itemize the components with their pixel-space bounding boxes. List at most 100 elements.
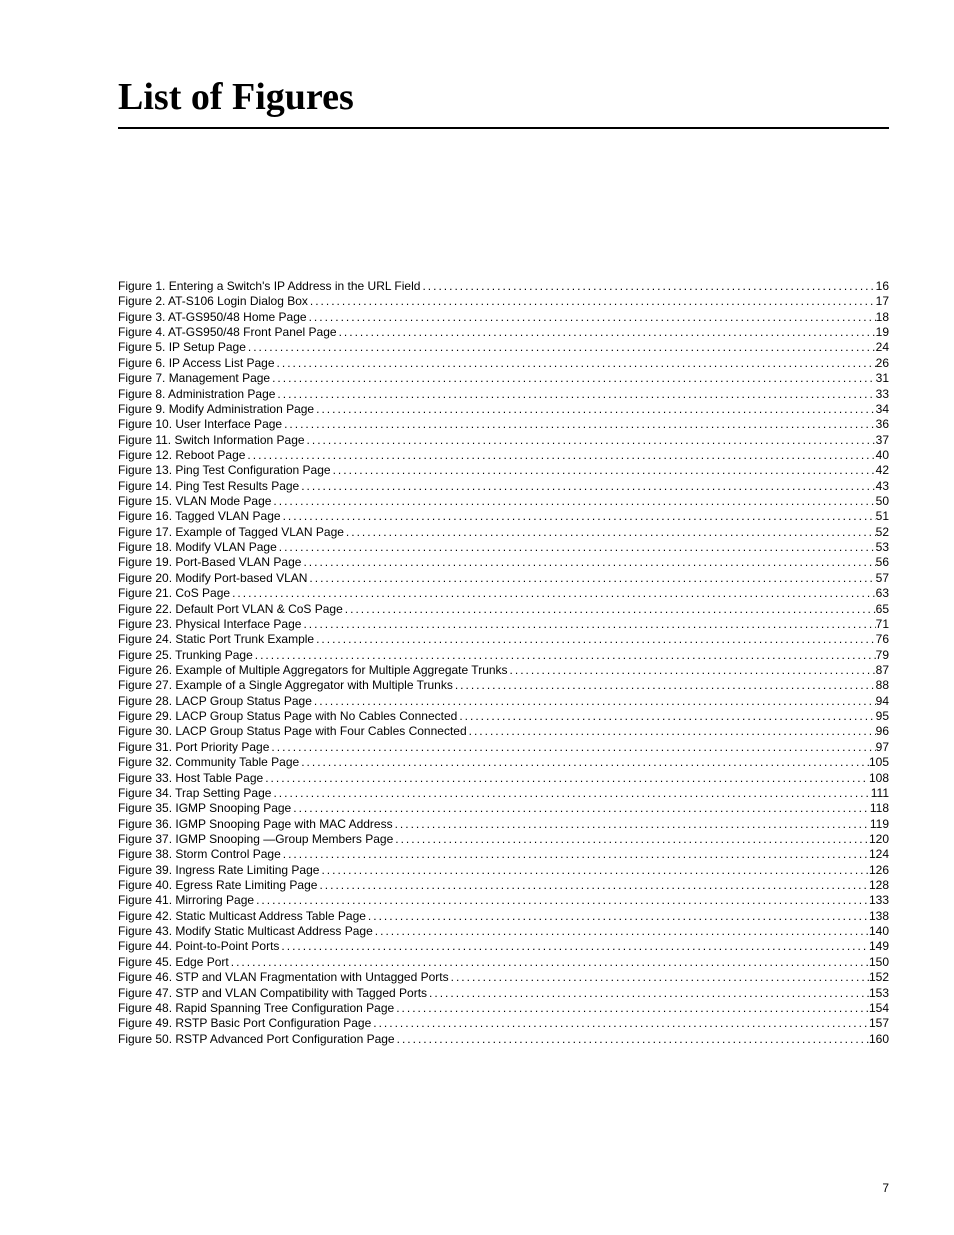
figure-page: 56: [876, 555, 889, 570]
figure-page: 124: [869, 847, 889, 862]
figure-label: Figure 46. STP and VLAN Fragmentation wi…: [118, 970, 449, 985]
figure-page: 157: [869, 1016, 889, 1031]
figure-row: Figure 39. Ingress Rate Limiting Page 12…: [118, 863, 889, 878]
figure-dots: [281, 847, 869, 862]
figure-row: Figure 5. IP Setup Page 24: [118, 340, 889, 355]
figure-label: Figure 11. Switch Information Page: [118, 433, 305, 448]
figure-dots: [279, 939, 869, 954]
figure-row: Figure 8. Administration Page 33: [118, 387, 889, 402]
figure-dots: [307, 571, 875, 586]
figure-dots: [271, 494, 875, 509]
figure-page: 79: [876, 648, 889, 663]
figure-row: Figure 40. Egress Rate Limiting Page 128: [118, 878, 889, 893]
figure-page: 128: [869, 878, 889, 893]
figure-row: Figure 24. Static Port Trunk Example76: [118, 632, 889, 647]
figure-label: Figure 1. Entering a Switch's IP Address…: [118, 279, 420, 294]
figure-label: Figure 32. Community Table Page: [118, 755, 299, 770]
figure-page: 16: [876, 279, 889, 294]
figure-row: Figure 29. LACP Group Status Page with N…: [118, 709, 889, 724]
figure-row: Figure 31. Port Priority Page 97: [118, 740, 889, 755]
figure-page: 120: [869, 832, 889, 847]
figure-dots: [344, 525, 876, 540]
figure-label: Figure 3. AT-GS950/48 Home Page: [118, 310, 307, 325]
figure-row: Figure 2. AT-S106 Login Dialog Box 17: [118, 294, 889, 309]
figure-row: Figure 42. Static Multicast Address Tabl…: [118, 909, 889, 924]
figure-page: 65: [876, 602, 889, 617]
figure-page: 119: [870, 817, 889, 832]
figure-page: 42: [876, 463, 889, 478]
figure-page: 36: [876, 417, 889, 432]
figure-row: Figure 28. LACP Group Status Page 94: [118, 694, 889, 709]
figure-page: 88: [876, 678, 889, 693]
figure-row: Figure 33. Host Table Page108: [118, 771, 889, 786]
figure-label: Figure 33. Host Table Page: [118, 771, 263, 786]
figure-label: Figure 47. STP and VLAN Compatibility wi…: [118, 986, 427, 1001]
figure-page: 160: [869, 1032, 889, 1047]
figure-row: Figure 3. AT-GS950/48 Home Page18: [118, 310, 889, 325]
figure-row: Figure 47. STP and VLAN Compatibility wi…: [118, 986, 889, 1001]
figure-row: Figure 35. IGMP Snooping Page118: [118, 801, 889, 816]
figure-dots: [467, 724, 876, 739]
figure-row: Figure 41. Mirroring Page133: [118, 893, 889, 908]
figure-dots: [449, 970, 869, 985]
figure-row: Figure 50. RSTP Advanced Port Configurat…: [118, 1032, 889, 1047]
figure-label: Figure 48. Rapid Spanning Tree Configura…: [118, 1001, 394, 1016]
figure-dots: [230, 586, 876, 601]
figure-label: Figure 40. Egress Rate Limiting Page: [118, 878, 317, 893]
figure-dots: [281, 509, 876, 524]
figure-row: Figure 25. Trunking Page 79: [118, 648, 889, 663]
figure-page: 52: [876, 525, 889, 540]
figure-row: Figure 34. Trap Setting Page 111: [118, 786, 889, 801]
figure-label: Figure 39. Ingress Rate Limiting Page: [118, 863, 319, 878]
figure-page: 150: [869, 955, 889, 970]
figure-row: Figure 26. Example of Multiple Aggregato…: [118, 663, 889, 678]
figure-label: Figure 15. VLAN Mode Page: [118, 494, 271, 509]
figure-row: Figure 23. Physical Interface Page71: [118, 617, 889, 632]
figure-dots: [366, 909, 869, 924]
figure-label: Figure 2. AT-S106 Login Dialog Box: [118, 294, 308, 309]
figure-dots: [373, 924, 869, 939]
figure-label: Figure 6. IP Access List Page: [118, 356, 275, 371]
figure-row: Figure 27. Example of a Single Aggregato…: [118, 678, 889, 693]
figure-dots: [263, 771, 869, 786]
figure-page: 57: [876, 571, 889, 586]
figure-row: Figure 11. Switch Information Page37: [118, 433, 889, 448]
figure-page: 19: [876, 325, 889, 340]
figure-label: Figure 42. Static Multicast Address Tabl…: [118, 909, 366, 924]
figure-row: Figure 32. Community Table Page 105: [118, 755, 889, 770]
figure-row: Figure 1. Entering a Switch's IP Address…: [118, 279, 889, 294]
figure-page: 154: [869, 1001, 889, 1016]
figure-dots: [312, 694, 876, 709]
figure-page: 43: [876, 479, 889, 494]
figure-dots: [245, 448, 875, 463]
figure-row: Figure 7. Management Page 31: [118, 371, 889, 386]
figure-dots: [291, 801, 870, 816]
figure-page: 71: [876, 617, 889, 632]
figure-dots: [427, 986, 869, 1001]
figure-row: Figure 17. Example of Tagged VLAN Page52: [118, 525, 889, 540]
figure-dots: [299, 755, 869, 770]
figure-row: Figure 44. Point-to-Point Ports 149: [118, 939, 889, 954]
figure-page: 138: [869, 909, 889, 924]
figure-page: 24: [876, 340, 889, 355]
figure-dots: [277, 540, 876, 555]
figure-label: Figure 35. IGMP Snooping Page: [118, 801, 291, 816]
figure-dots: [229, 955, 869, 970]
figure-page: 63: [876, 586, 889, 601]
figure-label: Figure 16. Tagged VLAN Page: [118, 509, 281, 524]
figure-label: Figure 44. Point-to-Point Ports: [118, 939, 279, 954]
figure-label: Figure 27. Example of a Single Aggregato…: [118, 678, 453, 693]
figure-dots: [319, 863, 869, 878]
figure-page: 97: [876, 740, 889, 755]
figure-page: 152: [869, 970, 889, 985]
figure-dots: [395, 1032, 869, 1047]
figure-dots: [282, 417, 876, 432]
figure-page: 111: [871, 786, 889, 801]
figure-row: Figure 46. STP and VLAN Fragmentation wi…: [118, 970, 889, 985]
figure-label: Figure 37. IGMP Snooping —Group Members …: [118, 832, 393, 847]
figures-list: Figure 1. Entering a Switch's IP Address…: [118, 279, 889, 1047]
figure-dots: [393, 832, 869, 847]
figure-page: 51: [876, 509, 889, 524]
figure-label: Figure 45. Edge Port: [118, 955, 229, 970]
figure-label: Figure 8. Administration Page: [118, 387, 275, 402]
